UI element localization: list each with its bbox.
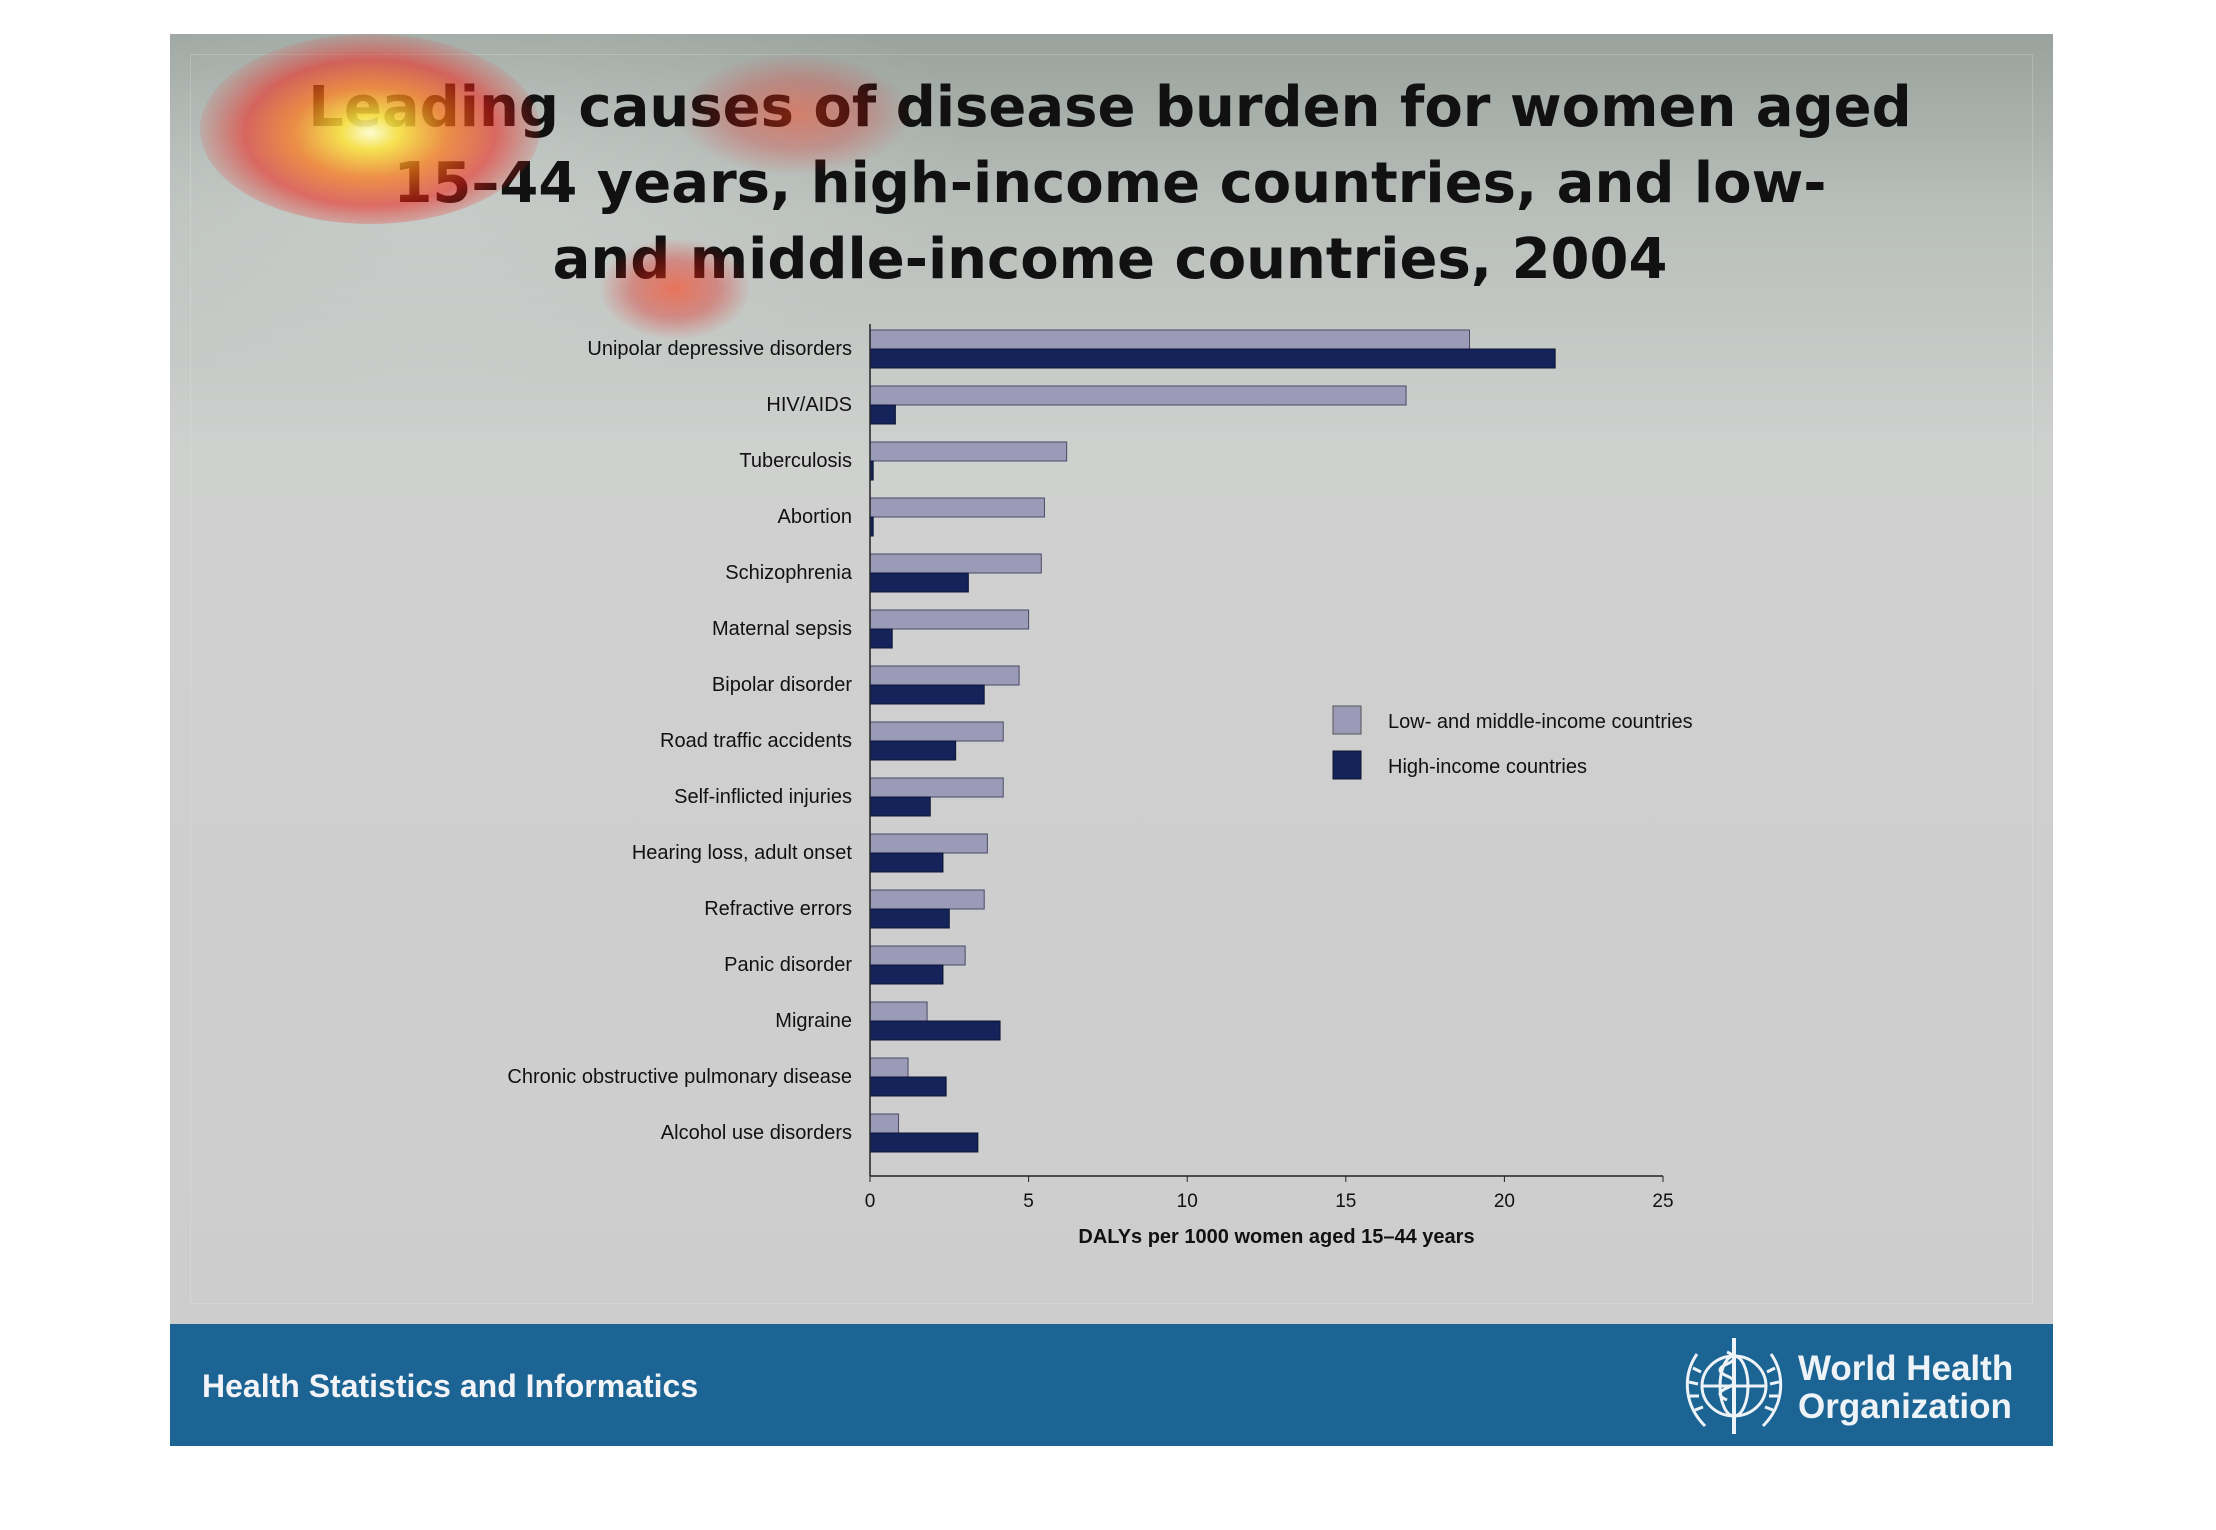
heatmap-overlay-spot [680, 54, 910, 174]
category-label: Schizophrenia [725, 562, 853, 584]
bar-low-middle-income [869, 665, 1020, 686]
category-label: Tuberculosis [739, 450, 852, 472]
bar-high-income [869, 908, 950, 929]
bar-low-middle-income [869, 1001, 928, 1022]
legend-label-low-middle-income: Low- and middle-income countries [1388, 711, 1693, 733]
category-label: Refractive errors [704, 898, 852, 920]
who-wordmark: World Health Organization [1798, 1350, 2013, 1426]
bar-low-middle-income [869, 553, 1042, 574]
footer-department-label: Health Statistics and Informatics [202, 1368, 699, 1404]
who-wordmark-line1: World Health [1798, 1349, 2014, 1388]
heatmap-overlay-hotspot [200, 34, 540, 224]
category-label: Chronic obstructive pulmonary disease [507, 1066, 852, 1088]
bar-low-middle-income [869, 1057, 909, 1078]
bar-low-middle-income [869, 609, 1030, 630]
x-tick-label: 15 [1335, 1191, 1356, 1212]
legend-swatch-high-income [1332, 750, 1362, 780]
footer-bar: Health Statistics and Informatics World … [170, 1324, 2053, 1446]
bar-low-middle-income [869, 889, 985, 910]
category-label: Maternal sepsis [712, 618, 852, 640]
category-label: Hearing loss, adult onset [632, 842, 853, 864]
category-label: HIV/AIDS [766, 394, 852, 416]
bar-high-income [869, 684, 985, 705]
x-tick-label: 25 [1652, 1191, 1673, 1212]
bar-chart: 0 5 10 15 20 25 Unipolar depressive disorders… [507, 324, 1693, 1248]
x-tick-label: 0 [865, 1191, 876, 1212]
category-label: Road traffic accidents [660, 730, 852, 752]
bar-high-income [869, 740, 957, 761]
bar-high-income [869, 1076, 947, 1097]
category-labels: Unipolar depressive disorders HIV/AIDS Tub… [507, 338, 852, 1144]
bar-low-middle-income [869, 441, 1068, 462]
bar-low-middle-income [869, 945, 966, 966]
category-label: Self-inflicted injuries [674, 786, 852, 808]
category-label: Unipolar depressive disorders [587, 338, 852, 360]
legend-label-high-income: High-income countries [1388, 756, 1587, 778]
who-wordmark-line2: Organization [1798, 1387, 2012, 1426]
category-label: Panic disorder [724, 954, 852, 976]
bar-high-income [869, 404, 896, 425]
bar-high-income [869, 1132, 979, 1153]
bar-group [869, 329, 1556, 1153]
category-label: Bipolar disorder [712, 674, 852, 696]
who-emblem-icon [1685, 1338, 1783, 1434]
x-tick-label: 20 [1494, 1191, 1515, 1212]
bar-high-income [869, 572, 969, 593]
bar-low-middle-income [869, 385, 1407, 406]
bar-low-middle-income [869, 1113, 900, 1134]
bar-low-middle-income [869, 833, 988, 854]
heatmap-overlay-spot [600, 239, 750, 339]
category-label: Migraine [775, 1010, 852, 1032]
x-axis-ticks: 0 5 10 15 20 25 [865, 1176, 1674, 1212]
bar-high-income [869, 964, 944, 985]
bar-high-income [869, 348, 1556, 369]
x-axis-title: DALYs per 1000 women aged 15–44 years [1078, 1226, 1474, 1248]
legend-swatch-low-middle-income [1332, 705, 1362, 735]
bar-high-income [869, 796, 931, 817]
bar-high-income [869, 1020, 1001, 1041]
x-tick-label: 5 [1023, 1191, 1034, 1212]
category-label: Alcohol use disorders [661, 1122, 852, 1144]
bar-high-income [869, 852, 944, 873]
bar-low-middle-income [869, 721, 1004, 742]
category-label: Abortion [778, 506, 853, 528]
slide: Leading causes of disease burden for wom… [170, 34, 2053, 1446]
bar-low-middle-income [869, 497, 1045, 518]
bar-low-middle-income [869, 777, 1004, 798]
legend: Low- and middle-income countries High-in… [1332, 705, 1693, 780]
x-tick-label: 10 [1177, 1191, 1198, 1212]
bar-low-middle-income [869, 329, 1471, 350]
bar-high-income [869, 628, 893, 649]
